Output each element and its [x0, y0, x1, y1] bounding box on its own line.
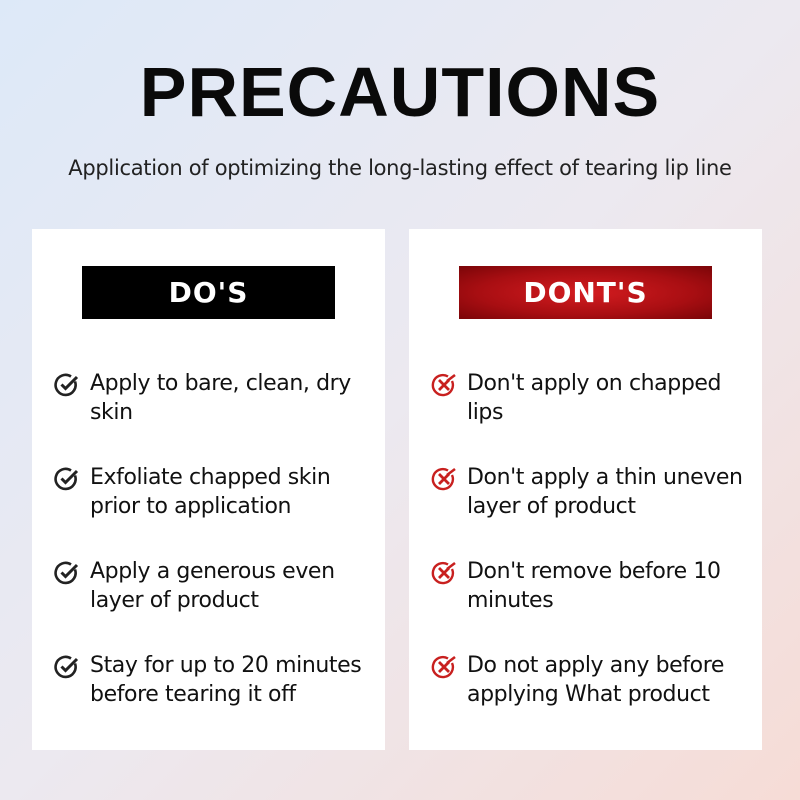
- donts-header: DONT'S: [459, 266, 712, 319]
- list-item-text: Don't remove before 10 minutes: [467, 559, 721, 613]
- check-circle-icon: [54, 373, 79, 397]
- x-circle-icon: [431, 655, 456, 679]
- list-item: Apply a generous even layer of product: [54, 557, 370, 615]
- list-item: Don't apply on chapped lips: [431, 369, 747, 427]
- list-item: Stay for up to 20 minutes before tearing…: [54, 651, 370, 709]
- subtitle: Application of optimizing the long-lasti…: [68, 156, 732, 180]
- list-item: Exfoliate chapped skin prior to applicat…: [54, 463, 370, 521]
- list-item: Don't remove before 10 minutes: [431, 557, 747, 615]
- list-item-text: Do not apply any before applying What pr…: [467, 653, 724, 707]
- donts-panel: DONT'S Don't apply on chapped lips Don't …: [409, 229, 762, 750]
- list-item: Do not apply any before applying What pr…: [431, 651, 747, 709]
- list-item-text: Exfoliate chapped skin prior to applicat…: [90, 465, 331, 519]
- dos-header: DO'S: [82, 266, 335, 319]
- list-item-text: Don't apply a thin uneven layer of produ…: [467, 465, 743, 519]
- x-circle-icon: [431, 373, 456, 397]
- list-item-text: Don't apply on chapped lips: [467, 371, 722, 425]
- list-item: Apply to bare, clean, dry skin: [54, 369, 370, 427]
- list-item-text: Stay for up to 20 minutes before tearing…: [90, 653, 362, 707]
- list-item-text: Apply to bare, clean, dry skin: [90, 371, 351, 425]
- dos-panel: DO'S Apply to bare, clean, dry skin Exfol…: [32, 229, 385, 750]
- list-item: Don't apply a thin uneven layer of produ…: [431, 463, 747, 521]
- page-title: PRECAUTIONS: [139, 53, 661, 131]
- list-item-text: Apply a generous even layer of product: [90, 559, 335, 613]
- x-circle-icon: [431, 467, 456, 491]
- check-circle-icon: [54, 561, 79, 585]
- check-circle-icon: [54, 467, 79, 491]
- x-circle-icon: [431, 561, 456, 585]
- check-circle-icon: [54, 655, 79, 679]
